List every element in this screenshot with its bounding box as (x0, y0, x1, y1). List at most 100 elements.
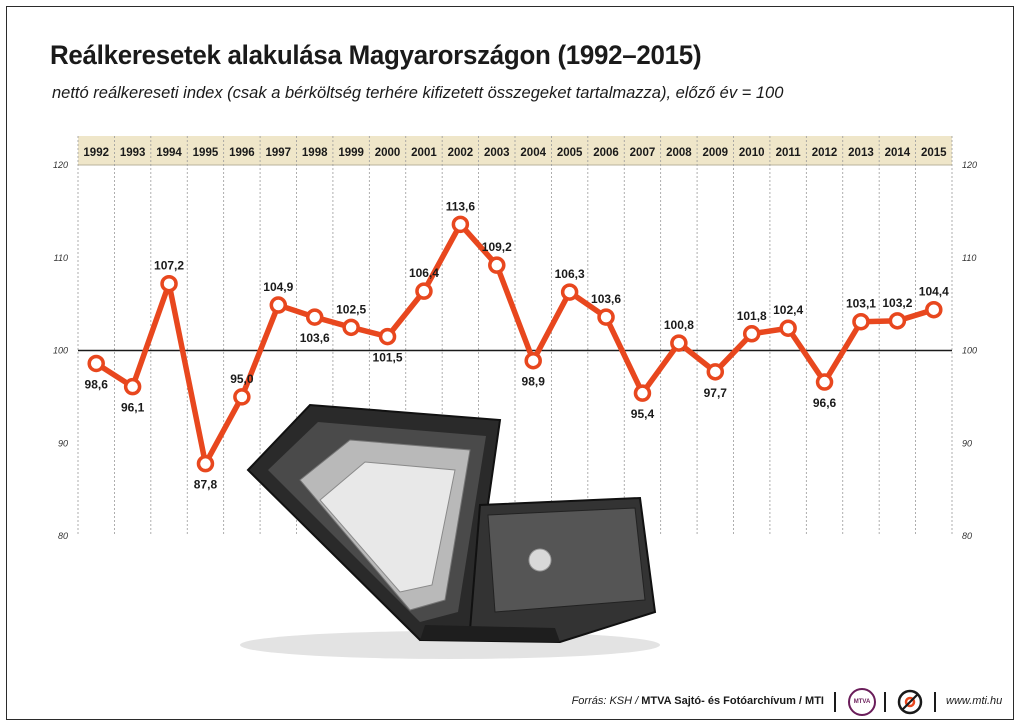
data-point (597, 308, 615, 326)
footer: Forrás: KSH / MTVA Sajtó- és Fotóarchívu… (0, 688, 1024, 720)
mtva-logo: MTVA (848, 688, 876, 716)
line-chart: 80 80 90 90 100 100 110 110 120 120 1992 1993 1994 19… (53, 136, 977, 659)
x-tick-label: 1994 (156, 147, 182, 159)
data-label: 87,8 (194, 478, 218, 492)
data-label: 104,4 (919, 285, 949, 299)
data-label: 109,2 (482, 240, 512, 254)
footer-divider (934, 692, 936, 712)
wallet-illustration (240, 403, 660, 659)
x-tick-label: 2013 (848, 147, 874, 159)
footer-divider (884, 692, 886, 712)
data-point (196, 454, 215, 473)
x-tick-label: 2005 (557, 147, 583, 159)
data-point (925, 300, 943, 319)
data-point (123, 377, 142, 396)
data-label: 101,5 (373, 351, 403, 365)
data-point (87, 354, 105, 373)
x-tick-label: 2006 (593, 147, 619, 159)
x-tick-label: 1992 (83, 147, 109, 159)
source-prefix: Forrás: KSH / (571, 695, 642, 707)
data-point (742, 325, 761, 343)
mti-logo (897, 689, 923, 715)
x-tick-label: 2004 (520, 147, 546, 159)
data-point (305, 308, 324, 326)
x-tick-label: 2015 (921, 147, 947, 159)
y-tick-label-left: 110 (54, 253, 68, 263)
y-tick-label-left: 120 (53, 160, 68, 170)
data-label: 103,6 (300, 331, 330, 345)
data-label: 101,8 (737, 309, 767, 323)
x-tick-label: 2012 (812, 147, 838, 159)
x-tick-label: 2011 (776, 147, 802, 159)
x-tick-label: 2010 (739, 147, 765, 159)
series-line (93, 221, 937, 467)
x-tick-label: 1998 (302, 147, 328, 159)
wallet-coin-pocket (487, 507, 646, 613)
x-tick-label: 1996 (229, 147, 255, 159)
data-point (815, 373, 834, 391)
data-label: 106,3 (555, 267, 585, 281)
x-tick-label: 2002 (448, 147, 474, 159)
data-point (378, 327, 397, 346)
wallet-card-slot (319, 461, 456, 593)
x-tick-label: 1993 (120, 147, 146, 159)
y-tick-label-left: 90 (58, 438, 68, 448)
footer-divider (834, 692, 836, 712)
y-tick-label-right: 80 (962, 531, 972, 541)
data-label: 103,2 (882, 296, 912, 310)
y-tick-label-left: 100 (53, 346, 68, 356)
x-tick-label: 2008 (666, 147, 692, 159)
data-label: 102,4 (773, 303, 803, 317)
x-tick-label: 2003 (484, 147, 510, 159)
data-point (670, 334, 688, 352)
data-label: 96,6 (813, 396, 837, 410)
data-label: 95,4 (631, 407, 655, 421)
infographic-frame (6, 6, 1014, 720)
y-tick-label-right: 120 (962, 160, 977, 170)
data-point (852, 312, 870, 331)
data-point (888, 312, 907, 330)
y-tick-label-right: 100 (962, 346, 977, 356)
y-tick-label-right: 90 (962, 438, 972, 448)
y-tick-label-left: 80 (58, 531, 68, 541)
data-label: 100,8 (664, 318, 694, 332)
data-label: 103,1 (846, 297, 876, 311)
wallet-bottom-fold (420, 625, 560, 642)
data-label: 106,4 (409, 266, 439, 280)
y-tick-label-right: 110 (962, 253, 976, 263)
data-point (706, 363, 725, 381)
x-tick-label: 2001 (411, 147, 437, 159)
data-point (779, 319, 797, 337)
data-label: 98,9 (522, 375, 546, 389)
data-point (488, 256, 506, 274)
data-label: 107,2 (154, 259, 184, 273)
x-tick-label: 1995 (193, 147, 219, 159)
data-label: 104,9 (263, 280, 293, 294)
source-agency: MTVA Sajtó- és Fotóarchívum / MTI (641, 695, 824, 707)
x-tick-label: 2014 (885, 147, 911, 159)
data-label: 95,0 (230, 372, 254, 386)
chart-title: Reálkeresetek alakulása Magyarországon (… (50, 40, 702, 70)
data-point (269, 296, 288, 314)
data-point (233, 388, 251, 406)
data-label: 98,6 (85, 377, 109, 391)
data-point (633, 384, 652, 402)
data-label: 113,6 (446, 199, 476, 213)
data-label: 102,5 (336, 302, 366, 316)
data-point (415, 282, 433, 300)
x-tick-label: 2007 (630, 147, 656, 159)
chart-subtitle: nettó reálkereseti index (csak a bérkölt… (52, 84, 784, 102)
wallet-snap-button (528, 548, 552, 572)
data-point (560, 283, 579, 301)
data-label: 97,7 (704, 386, 728, 400)
data-label: 96,1 (121, 401, 145, 415)
source-credit: Forrás: KSH / MTVA Sajtó- és Fotóarchívu… (572, 695, 824, 707)
data-point (160, 274, 178, 293)
x-tick-label: 1999 (338, 147, 364, 159)
data-point (451, 215, 470, 234)
data-label: 103,6 (591, 292, 621, 306)
x-tick-label: 2009 (702, 147, 728, 159)
website-link[interactable]: www.mti.hu (946, 695, 1003, 707)
x-tick-label: 1997 (265, 147, 291, 159)
data-point (342, 318, 360, 337)
